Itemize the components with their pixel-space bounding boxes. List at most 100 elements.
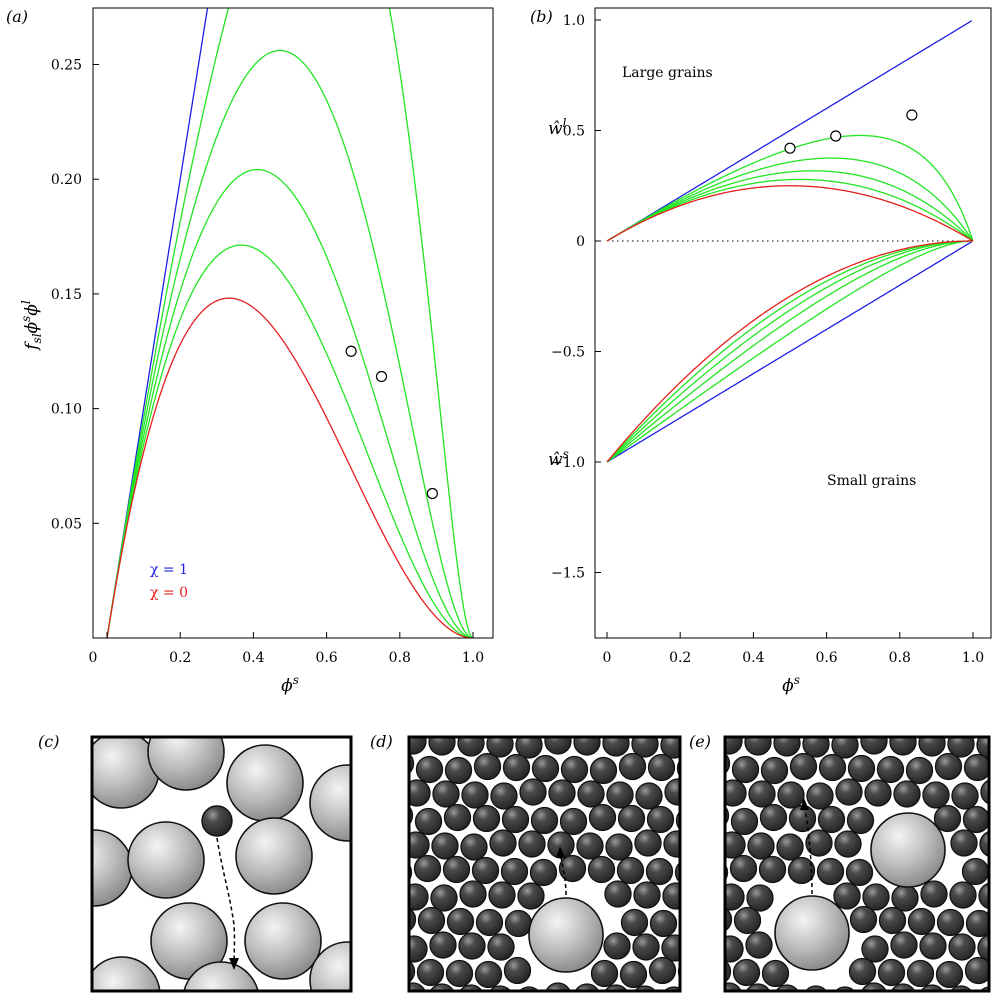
chart-b-ytick: −1.0 xyxy=(551,455,585,471)
panel-label-a: (a) xyxy=(6,7,28,26)
large-grain xyxy=(147,737,225,791)
panel-label-d: (d) xyxy=(370,732,393,751)
small-grain xyxy=(733,906,762,935)
small-grain xyxy=(690,983,716,998)
illustration-e xyxy=(688,737,997,991)
illustration-c-frame xyxy=(90,735,353,993)
small-grain xyxy=(861,935,889,963)
chart-a-xtick: 1.0 xyxy=(462,650,484,666)
small-grain xyxy=(725,831,746,859)
chart-b-series-large-0 xyxy=(606,20,973,242)
small-grain xyxy=(606,781,634,809)
small-grain xyxy=(504,909,533,938)
small-grain xyxy=(947,737,975,758)
small-grain xyxy=(515,737,543,759)
small-grain xyxy=(746,884,774,912)
small-grain xyxy=(501,805,530,834)
chart-b-series-small-0 xyxy=(606,241,973,463)
small-grain xyxy=(373,883,399,909)
small-grain xyxy=(409,982,426,991)
chart-a-ytick: 0.25 xyxy=(51,58,82,74)
label-w-large: ŵl xyxy=(548,116,567,139)
small-grain xyxy=(375,779,401,805)
small-grain xyxy=(725,907,733,932)
small-grain xyxy=(632,933,660,961)
small-grain xyxy=(645,857,674,886)
small-grain xyxy=(789,752,818,781)
small-grain xyxy=(409,960,416,983)
annotation-small-grains: Small grains xyxy=(827,473,916,489)
small-grain xyxy=(587,855,616,884)
chart-a-xtick: 0.2 xyxy=(169,650,191,666)
small-grain xyxy=(979,830,989,858)
small-grain xyxy=(374,831,400,857)
small-grain xyxy=(617,804,646,833)
small-grain xyxy=(692,884,718,910)
small-grain xyxy=(777,781,805,809)
small-grain xyxy=(876,755,905,784)
chart-a-xlabel: ϕs xyxy=(281,673,299,696)
chart-b-markers xyxy=(784,109,918,154)
small-grain xyxy=(725,982,742,991)
small-grain xyxy=(559,807,588,836)
chart-a-series-5 xyxy=(106,297,474,638)
small-grain xyxy=(446,907,475,936)
small-grain xyxy=(691,936,717,962)
small-grain xyxy=(688,935,714,961)
chart-b-xtick: 0.6 xyxy=(815,650,837,666)
small-grain xyxy=(694,780,720,806)
chart-a-marker-1 xyxy=(375,370,388,383)
small-grain xyxy=(371,987,397,998)
small-grain xyxy=(443,803,472,832)
small-grain xyxy=(416,958,445,987)
small-grain xyxy=(417,906,446,935)
large-grain xyxy=(127,821,205,899)
small-grain xyxy=(409,831,430,859)
chart-b-xtick: 0 xyxy=(603,650,612,666)
small-grain xyxy=(588,803,617,832)
small-grain xyxy=(920,880,948,908)
small-grain xyxy=(475,908,504,937)
chart-a-ytick: 0.15 xyxy=(51,287,82,303)
chart-b-ytick: 0.5 xyxy=(563,124,585,140)
large-grain xyxy=(226,744,304,822)
chart-a-xtick: 0 xyxy=(89,650,98,666)
large-grain xyxy=(183,961,259,991)
small-grain xyxy=(759,803,788,832)
small-grain xyxy=(861,982,887,991)
chart-a-xtick: 0.8 xyxy=(389,650,411,666)
small-grain xyxy=(976,737,989,759)
small-grain xyxy=(922,781,950,809)
chart-a-frame xyxy=(92,7,494,639)
chart-a-marker-2 xyxy=(426,487,438,500)
small-grain xyxy=(747,832,775,860)
small-grain xyxy=(725,960,732,983)
small-grain xyxy=(503,956,532,985)
chart-b: 0 0.2 0.4 0.6 0.8 1.0 −1.5 −1.0 −0.5 0 0.5 1.0 Larg… xyxy=(548,7,992,696)
small-grain xyxy=(445,959,474,988)
small-grain xyxy=(201,805,233,837)
chart-b-xtick: 1.0 xyxy=(962,650,984,666)
small-grain xyxy=(877,958,906,987)
small-grain xyxy=(890,983,916,991)
small-grain xyxy=(460,833,488,861)
chart-a-ytick: 0.20 xyxy=(51,172,82,188)
chart-b-ytick: −1.5 xyxy=(551,566,585,582)
small-grain xyxy=(490,782,518,810)
small-grain xyxy=(949,881,977,909)
small-grain xyxy=(776,833,804,861)
chart-a-markers xyxy=(345,345,438,500)
chart-a-ticks: 0 0.2 0.4 0.6 0.8 1.0 0.05 0.10 0.15 0.20 0.25 xyxy=(51,58,484,667)
small-grain xyxy=(430,884,458,912)
chart-b-xlabel: ϕs xyxy=(782,673,800,696)
small-grain xyxy=(616,856,645,885)
arrow-head xyxy=(556,846,565,858)
chart-b-series-large-5 xyxy=(606,185,974,242)
chart-b-series-small-2 xyxy=(606,240,974,463)
small-grain xyxy=(992,860,997,886)
small-grain xyxy=(573,737,601,756)
chart-b-series-large-2 xyxy=(606,157,974,242)
small-grain xyxy=(758,855,787,884)
chart-a-ytick: 0.10 xyxy=(51,402,82,418)
small-grain xyxy=(517,882,545,910)
